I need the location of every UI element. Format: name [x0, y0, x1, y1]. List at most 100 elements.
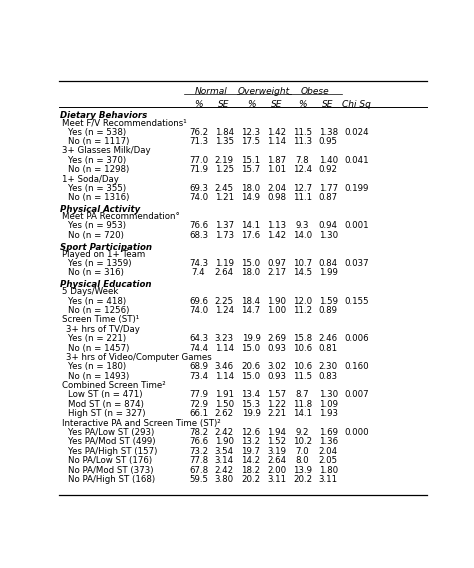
Text: 0.93: 0.93	[267, 344, 286, 353]
Text: SE: SE	[219, 100, 230, 109]
Text: 15.0: 15.0	[241, 371, 261, 381]
Text: 64.3: 64.3	[189, 334, 208, 343]
Text: Yes (n = 538): Yes (n = 538)	[68, 128, 127, 137]
Text: 14.2: 14.2	[241, 456, 261, 465]
Text: 3.14: 3.14	[215, 456, 234, 465]
Text: 15.0: 15.0	[241, 259, 261, 268]
Text: Dietary Behaviors: Dietary Behaviors	[60, 111, 147, 120]
Text: 74.4: 74.4	[189, 344, 208, 353]
Text: 0.92: 0.92	[319, 165, 337, 174]
Text: 2.21: 2.21	[267, 409, 286, 418]
Text: 14.9: 14.9	[242, 193, 261, 202]
Text: 1.19: 1.19	[215, 259, 234, 268]
Text: 67.8: 67.8	[189, 466, 208, 474]
Text: 14.5: 14.5	[293, 269, 312, 277]
Text: 12.6: 12.6	[241, 428, 261, 437]
Text: 77.8: 77.8	[189, 456, 208, 465]
Text: 73.2: 73.2	[189, 447, 208, 456]
Text: 3+ hrs of TV/Day: 3+ hrs of TV/Day	[66, 325, 140, 334]
Text: 1.14: 1.14	[267, 137, 286, 146]
Text: 1.14: 1.14	[215, 344, 234, 353]
Text: 12.4: 12.4	[293, 165, 312, 174]
Text: 1.35: 1.35	[215, 137, 234, 146]
Text: Meet PA Recommendation°: Meet PA Recommendation°	[62, 212, 180, 221]
Text: 2.64: 2.64	[215, 269, 234, 277]
Text: No (n = 720): No (n = 720)	[68, 231, 124, 240]
Text: 2.30: 2.30	[319, 362, 337, 371]
Text: 3+ hrs of Video/Computer Games: 3+ hrs of Video/Computer Games	[66, 353, 211, 362]
Text: 1.25: 1.25	[215, 165, 234, 174]
Text: 0.041: 0.041	[344, 156, 369, 165]
Text: 71.9: 71.9	[189, 165, 208, 174]
Text: 11.2: 11.2	[293, 306, 312, 315]
Text: 1.94: 1.94	[267, 428, 286, 437]
Text: No PA/High ST (168): No PA/High ST (168)	[68, 475, 155, 484]
Text: 3.11: 3.11	[319, 475, 337, 484]
Text: 1.73: 1.73	[215, 231, 234, 240]
Text: 7.8: 7.8	[296, 156, 309, 165]
Text: 18.0: 18.0	[241, 184, 261, 193]
Text: 2.04: 2.04	[267, 184, 286, 193]
Text: %: %	[194, 100, 203, 109]
Text: 15.8: 15.8	[293, 334, 312, 343]
Text: 1.69: 1.69	[319, 428, 337, 437]
Text: 15.3: 15.3	[241, 400, 261, 409]
Text: 2.69: 2.69	[267, 334, 286, 343]
Text: 1.90: 1.90	[215, 437, 234, 446]
Text: SE: SE	[322, 100, 334, 109]
Text: 0.024: 0.024	[344, 128, 369, 137]
Text: 1.40: 1.40	[319, 156, 337, 165]
Text: 1.00: 1.00	[267, 306, 286, 315]
Text: Interactive PA and Screen Time (ST)²: Interactive PA and Screen Time (ST)²	[62, 419, 221, 428]
Text: 18.4: 18.4	[241, 296, 261, 306]
Text: 5 Days/Week: 5 Days/Week	[62, 287, 118, 296]
Text: 1.84: 1.84	[215, 128, 234, 137]
Text: No PA/Mod ST (373): No PA/Mod ST (373)	[68, 466, 154, 474]
Text: Yes (n = 370): Yes (n = 370)	[68, 156, 127, 165]
Text: 78.2: 78.2	[189, 428, 208, 437]
Text: 1.37: 1.37	[215, 222, 234, 231]
Text: 3.80: 3.80	[215, 475, 234, 484]
Text: 8.0: 8.0	[296, 456, 309, 465]
Text: 7.4: 7.4	[191, 269, 205, 277]
Text: High ST (n = 327): High ST (n = 327)	[68, 409, 146, 418]
Text: 76.2: 76.2	[189, 128, 208, 137]
Text: 2.00: 2.00	[267, 466, 286, 474]
Text: 19.9: 19.9	[242, 409, 260, 418]
Text: 0.160: 0.160	[344, 362, 369, 371]
Text: 10.6: 10.6	[293, 344, 312, 353]
Text: Yes (n = 1359): Yes (n = 1359)	[68, 259, 132, 268]
Text: %: %	[247, 100, 255, 109]
Text: Chi Sq: Chi Sq	[342, 100, 371, 109]
Text: 0.199: 0.199	[344, 184, 369, 193]
Text: 74.0: 74.0	[189, 306, 208, 315]
Text: Yes (n = 953): Yes (n = 953)	[68, 222, 127, 231]
Text: Screen Time (ST)¹: Screen Time (ST)¹	[62, 315, 139, 324]
Text: Physical Education: Physical Education	[60, 280, 152, 289]
Text: 1.52: 1.52	[267, 437, 286, 446]
Text: 14.0: 14.0	[293, 231, 312, 240]
Text: SE: SE	[271, 100, 283, 109]
Text: Combined Screen Time²: Combined Screen Time²	[62, 381, 166, 390]
Text: Overweight: Overweight	[238, 87, 290, 96]
Text: 2.05: 2.05	[319, 456, 337, 465]
Text: 1.42: 1.42	[267, 231, 286, 240]
Text: Yes (n = 221): Yes (n = 221)	[68, 334, 127, 343]
Text: 0.84: 0.84	[319, 259, 337, 268]
Text: 68.3: 68.3	[189, 231, 208, 240]
Text: Yes PA/Low ST (293): Yes PA/Low ST (293)	[68, 428, 155, 437]
Text: No PA/Low ST (176): No PA/Low ST (176)	[68, 456, 153, 465]
Text: 1.77: 1.77	[319, 184, 337, 193]
Text: 2.64: 2.64	[267, 456, 286, 465]
Text: 0.006: 0.006	[344, 334, 369, 343]
Text: 11.8: 11.8	[293, 400, 312, 409]
Text: 20.2: 20.2	[293, 475, 312, 484]
Text: 1.13: 1.13	[267, 222, 286, 231]
Text: 10.7: 10.7	[293, 259, 312, 268]
Text: 1.21: 1.21	[215, 193, 234, 202]
Text: Mod ST (n = 874): Mod ST (n = 874)	[68, 400, 144, 409]
Text: 74.0: 74.0	[189, 193, 208, 202]
Text: 9.3: 9.3	[296, 222, 309, 231]
Text: 69.6: 69.6	[189, 296, 208, 306]
Text: 66.1: 66.1	[189, 409, 208, 418]
